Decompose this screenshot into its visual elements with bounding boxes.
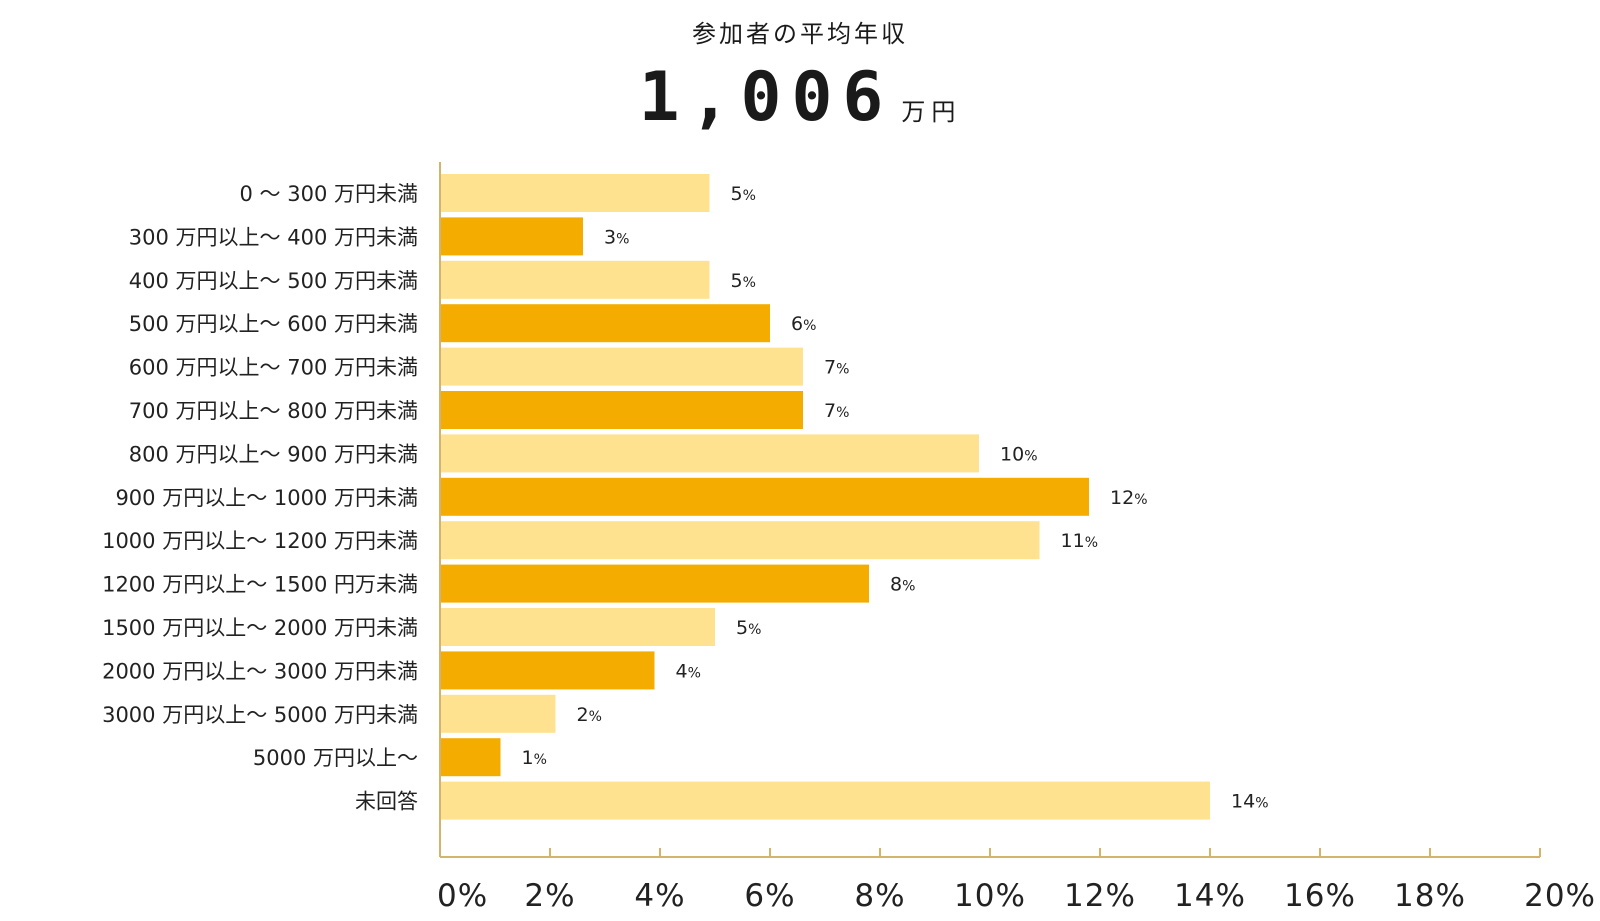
category-labels-group: 0 〜 300 万円未満 300 万円以上〜 400 万円未満 400 万円以上〜 … xyxy=(102,182,418,814)
average-income-headline: 1,006 万円 xyxy=(0,58,1600,137)
value-label-15: 14% xyxy=(1231,791,1269,813)
value-number-12: 4 xyxy=(676,660,688,682)
x-tick-label-12: 12% xyxy=(1064,878,1136,914)
value-number-15: 14 xyxy=(1231,791,1255,813)
value-unit-10: % xyxy=(902,579,915,595)
x-tick-label-2: 2% xyxy=(524,878,575,914)
category-label-1: 0 〜 300 万円未満 xyxy=(240,182,418,206)
value-number-13: 2 xyxy=(577,704,589,726)
average-income-value: 1,006 xyxy=(638,58,894,137)
bar-10 xyxy=(440,564,869,603)
value-unit-8: % xyxy=(1134,492,1147,508)
bar-15 xyxy=(440,781,1210,820)
bar-13 xyxy=(440,694,556,733)
value-unit-14: % xyxy=(534,752,547,768)
category-label-7: 800 万円以上〜 900 万円未満 xyxy=(129,442,418,466)
bar-5 xyxy=(440,347,803,386)
value-number-1: 5 xyxy=(731,183,743,205)
category-label-6: 700 万円以上〜 800 万円未満 xyxy=(129,399,418,423)
x-tick-label-4: 4% xyxy=(634,878,685,914)
value-unit-4: % xyxy=(803,318,816,334)
bar-11 xyxy=(440,608,715,646)
x-tick-label-6: 6% xyxy=(744,878,795,914)
value-label-8: 12% xyxy=(1110,487,1148,509)
category-label-9: 1000 万円以上〜 1200 万円未満 xyxy=(102,529,418,553)
value-unit-11: % xyxy=(748,622,761,638)
value-unit-12: % xyxy=(688,665,701,681)
category-label-14: 5000 万円以上〜 xyxy=(253,746,418,770)
x-tick-label-10: 10% xyxy=(954,878,1026,914)
bars-group xyxy=(440,174,1210,820)
value-number-4: 6 xyxy=(791,313,803,335)
value-label-1: 5% xyxy=(731,183,756,205)
value-number-7: 10 xyxy=(1000,443,1024,465)
value-unit-9: % xyxy=(1085,535,1098,551)
value-label-10: 8% xyxy=(890,574,915,596)
bar-2 xyxy=(440,217,583,256)
value-number-10: 8 xyxy=(890,574,902,596)
value-unit-2: % xyxy=(616,231,629,247)
value-number-3: 5 xyxy=(731,270,743,292)
category-label-10: 1200 万円以上〜 1500 円万未満 xyxy=(102,573,418,597)
value-label-12: 4% xyxy=(676,660,701,682)
chart-subtitle: 参加者の平均年収 xyxy=(692,20,908,48)
category-label-13: 3000 万円以上〜 5000 万円未満 xyxy=(102,703,418,727)
category-label-3: 400 万円以上〜 500 万円未満 xyxy=(129,269,418,293)
bar-9 xyxy=(440,521,1040,560)
value-unit-15: % xyxy=(1255,796,1268,812)
category-label-5: 600 万円以上〜 700 万円未満 xyxy=(129,356,418,380)
x-tick-label-14: 14% xyxy=(1174,878,1246,914)
category-label-12: 2000 万円以上〜 3000 万円未満 xyxy=(102,659,418,683)
value-number-9: 11 xyxy=(1061,530,1085,552)
value-number-2: 3 xyxy=(604,226,616,248)
axes-group: 0% 2% 4% 6% 8% 10% 12% 14% 16% 18% 20% xyxy=(437,162,1596,914)
x-tick-label-18: 18% xyxy=(1394,878,1466,914)
bar-14 xyxy=(440,738,501,777)
bar-8 xyxy=(440,477,1089,516)
value-label-9: 11% xyxy=(1061,530,1099,552)
x-tick-label-20: 20% xyxy=(1524,878,1596,914)
value-label-5: 7% xyxy=(824,357,849,379)
value-label-2: 3% xyxy=(604,226,629,248)
value-label-14: 1% xyxy=(522,747,547,769)
x-tick-label-0: 0% xyxy=(437,878,488,914)
bar-12 xyxy=(440,651,655,690)
value-label-3: 5% xyxy=(731,270,756,292)
value-unit-6: % xyxy=(836,405,849,421)
value-label-6: 7% xyxy=(824,400,849,422)
value-unit-7: % xyxy=(1024,448,1037,464)
value-number-6: 7 xyxy=(824,400,836,422)
bar-4 xyxy=(440,304,770,343)
bar-7 xyxy=(440,434,979,473)
value-unit-13: % xyxy=(589,709,602,725)
bar-1 xyxy=(440,174,710,212)
value-unit-3: % xyxy=(743,275,756,291)
category-label-4: 500 万円以上〜 600 万円未満 xyxy=(129,312,418,336)
value-label-7: 10% xyxy=(1000,443,1038,465)
value-labels-group: 5%3%5%6%7%7%10%12%11%8%5%4%2%1%14% xyxy=(522,183,1269,813)
value-label-13: 2% xyxy=(577,704,602,726)
category-label-2: 300 万円以上〜 400 万円未満 xyxy=(129,225,418,249)
category-label-8: 900 万円以上〜 1000 万円未満 xyxy=(115,486,418,510)
value-label-4: 6% xyxy=(791,313,816,335)
average-income-unit: 万円 xyxy=(901,98,962,126)
category-label-15: 未回答 xyxy=(355,790,418,814)
category-label-11: 1500 万円以上〜 2000 万円未満 xyxy=(102,616,418,640)
x-tick-label-8: 8% xyxy=(854,878,905,914)
bar-6 xyxy=(440,391,803,429)
bar-3 xyxy=(440,260,710,299)
value-unit-5: % xyxy=(836,362,849,378)
value-number-14: 1 xyxy=(522,747,534,769)
value-number-11: 5 xyxy=(736,617,748,639)
value-unit-1: % xyxy=(743,188,756,204)
value-number-5: 7 xyxy=(824,357,836,379)
value-label-11: 5% xyxy=(736,617,761,639)
x-tick-label-16: 16% xyxy=(1284,878,1356,914)
value-number-8: 12 xyxy=(1110,487,1134,509)
